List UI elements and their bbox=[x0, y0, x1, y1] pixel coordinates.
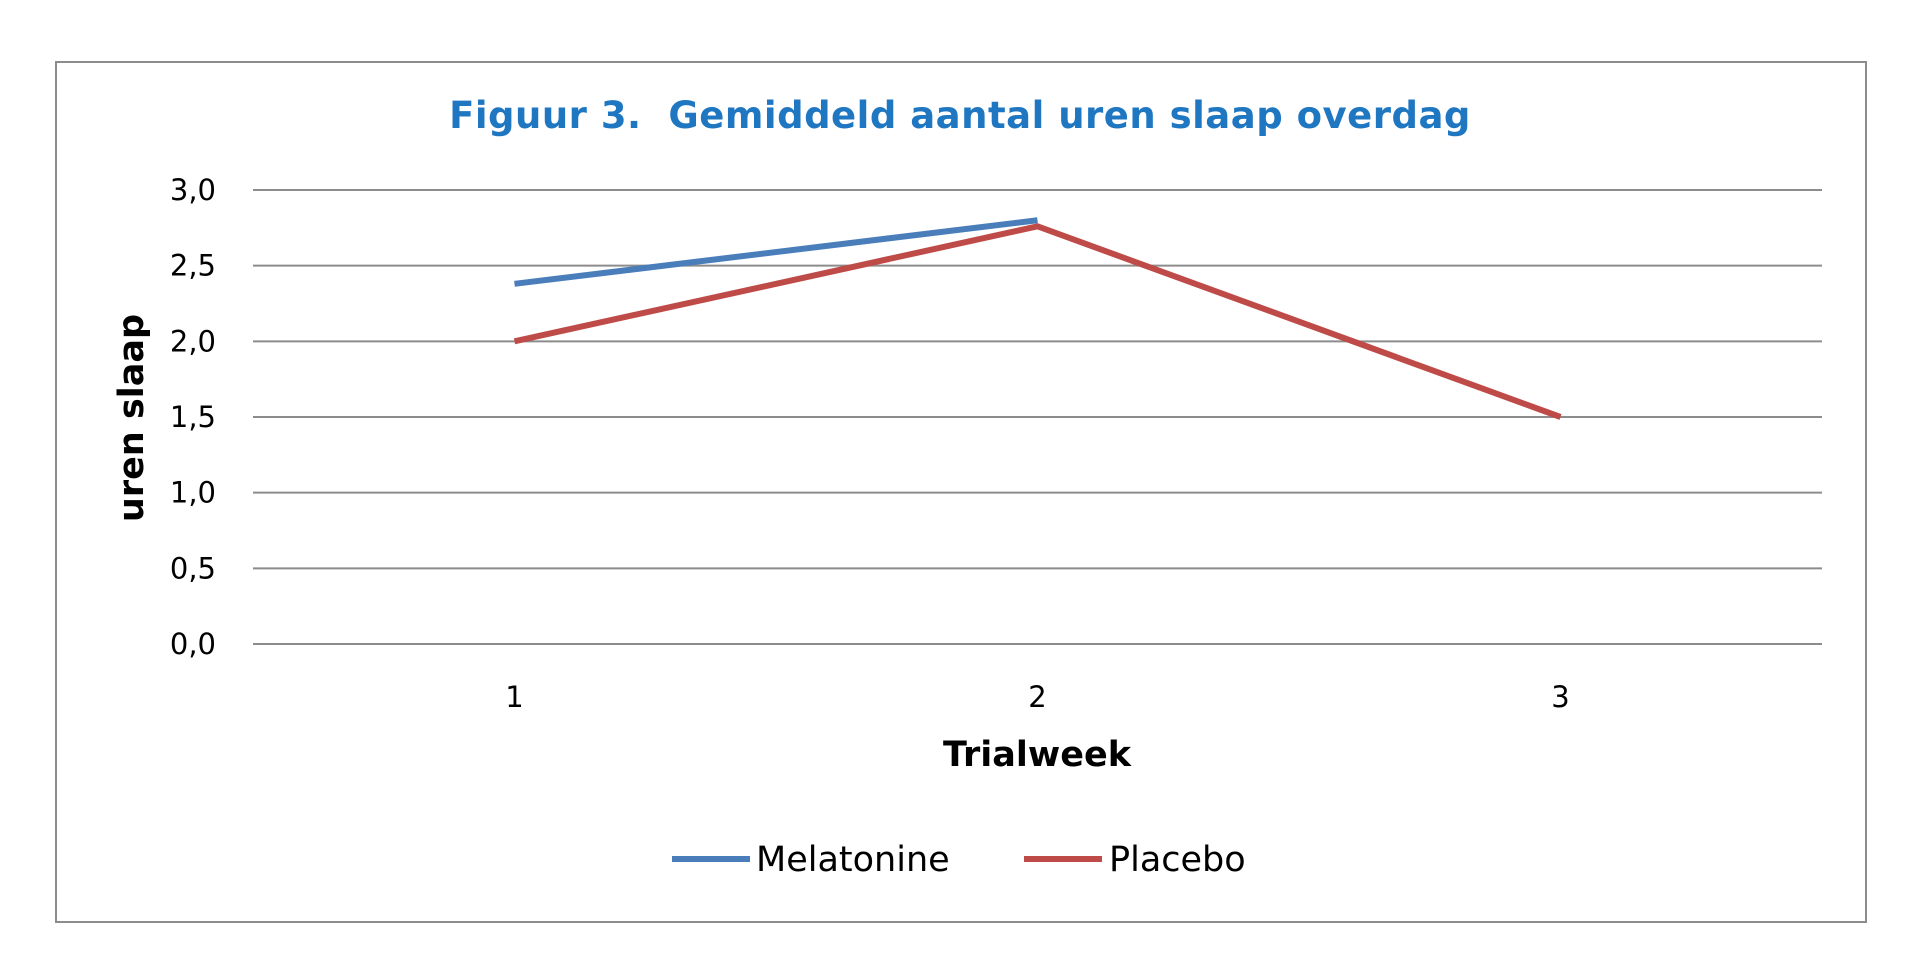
series-line-melatonine bbox=[514, 217, 1038, 287]
y-axis-label: uren slaap bbox=[112, 314, 152, 522]
series-lines bbox=[513, 217, 1562, 420]
y-tick-label: 1,5 bbox=[170, 400, 216, 434]
x-tick-label: 3 bbox=[1551, 680, 1569, 714]
x-tick-label: 2 bbox=[1028, 680, 1046, 714]
y-tick-label: 1,0 bbox=[170, 476, 216, 510]
y-tick-label: 0,0 bbox=[170, 627, 216, 661]
gridlines bbox=[253, 189, 1822, 645]
y-tick-label: 0,5 bbox=[170, 551, 216, 585]
legend: Melatonine Placebo bbox=[672, 840, 1246, 880]
y-axis-ticks: 0,0 0,5 1,0 1,5 2,0 2,5 3,0 bbox=[170, 173, 216, 661]
y-tick-label: 2,5 bbox=[170, 249, 216, 283]
y-tick-label: 3,0 bbox=[170, 173, 216, 207]
legend-label-melatonine: Melatonine bbox=[756, 840, 950, 880]
legend-label-placebo: Placebo bbox=[1109, 840, 1246, 880]
x-tick-label: 1 bbox=[505, 680, 523, 714]
x-axis-ticks: 1 2 3 bbox=[505, 680, 1569, 714]
y-tick-label: 2,0 bbox=[170, 324, 216, 358]
series-line-placebo bbox=[513, 223, 1562, 420]
x-axis-label: Trialweek bbox=[943, 735, 1132, 775]
chart-title: Figuur 3. Gemiddeld aantal uren slaap ov… bbox=[449, 94, 1471, 137]
